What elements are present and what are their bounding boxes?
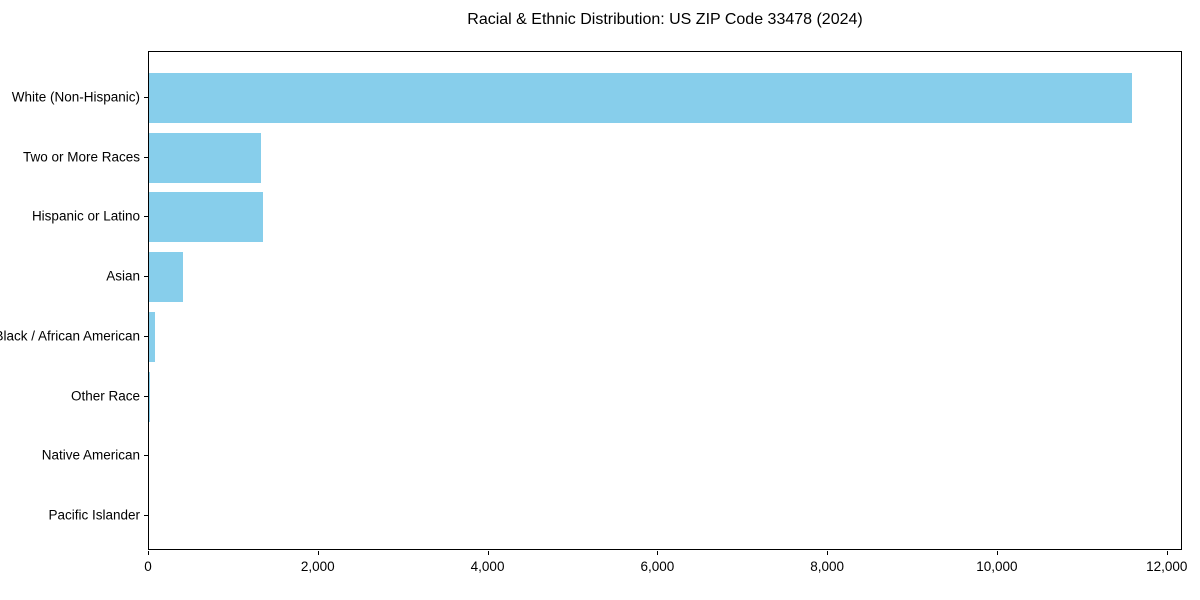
chart-title: Racial & Ethnic Distribution: US ZIP Cod… [467, 11, 863, 28]
y-tick-mark [144, 97, 148, 98]
x-tick-label: 8,000 [810, 559, 845, 574]
y-tick-mark [144, 156, 148, 158]
x-tick-mark [487, 551, 489, 555]
y-tick-mark [144, 276, 148, 278]
x-tick-mark [827, 551, 829, 555]
y-axis-label: Asian [106, 268, 140, 284]
x-tick-mark [148, 551, 149, 555]
x-tick-mark [657, 551, 659, 555]
x-tick-label: 0 [144, 559, 152, 574]
y-axis-label: White (Non-Hispanic) [11, 89, 140, 105]
y-tick-mark [144, 455, 148, 457]
y-tick-mark [144, 216, 148, 218]
y-tick-mark [144, 395, 148, 397]
bar-white-non-hispanic [149, 73, 1132, 123]
bar-asian [149, 252, 183, 303]
x-tick-mark [996, 551, 998, 555]
y-axis-label: Pacific Islander [48, 507, 140, 523]
x-tick-label: 6,000 [640, 559, 675, 574]
y-tick-mark [144, 514, 148, 516]
bar-black-african-american [149, 311, 156, 362]
x-tick-label: 10,000 [976, 559, 1018, 574]
y-axis-label: Other Race [70, 388, 140, 403]
x-tick-mark [1166, 551, 1168, 555]
x-tick-label: 12,000 [1146, 559, 1188, 574]
y-axis-label: Black / African American [0, 328, 140, 344]
x-tick-label: 2,000 [300, 559, 335, 574]
x-tick-label: 4,000 [470, 559, 505, 574]
y-axis-label: Native American [41, 447, 140, 463]
bar-other-race [149, 371, 151, 422]
y-axis-label: Hispanic or Latino [31, 208, 140, 224]
y-axis-label: Two or More Races [22, 149, 140, 165]
bar-two-or-more-races [149, 132, 262, 183]
bar-hispanic-or-latino [149, 192, 263, 243]
x-tick-mark [317, 551, 319, 555]
plot-area [148, 51, 1182, 550]
y-tick-mark [144, 335, 148, 337]
